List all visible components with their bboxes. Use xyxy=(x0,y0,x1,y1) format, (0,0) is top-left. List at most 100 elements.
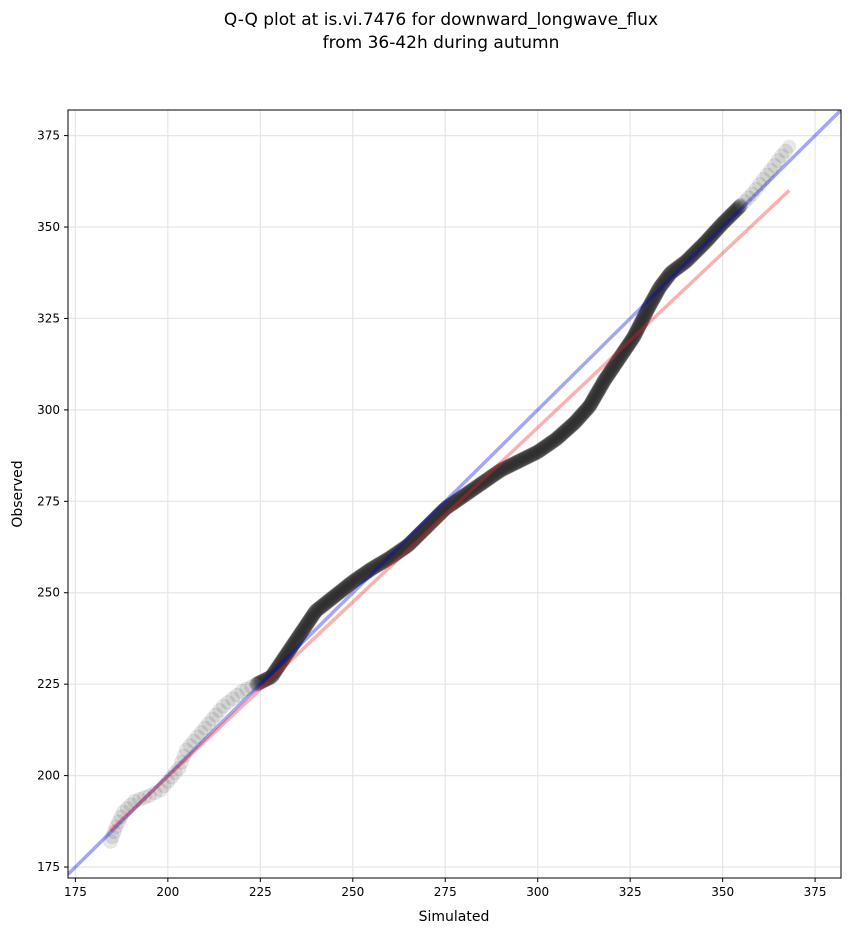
grid-lines xyxy=(68,110,841,878)
quantile-point xyxy=(658,271,674,287)
quantile-point xyxy=(584,394,600,410)
quantile-point xyxy=(447,494,463,510)
quantile-point xyxy=(627,327,643,343)
quantile-point xyxy=(532,442,548,458)
quantile-point xyxy=(310,601,326,617)
quantile-point xyxy=(647,287,663,303)
quantile-point xyxy=(305,608,321,624)
quantile-point xyxy=(614,347,630,363)
quantile-point xyxy=(560,420,576,436)
quantile-point xyxy=(609,354,625,370)
quantile-point xyxy=(609,353,625,369)
quantile-point xyxy=(342,576,358,592)
quantile-point xyxy=(632,317,648,333)
quantile-point xyxy=(741,190,757,206)
quantile-point xyxy=(546,433,562,449)
x-tick-label: 225 xyxy=(249,885,272,899)
quantile-point xyxy=(638,305,654,321)
quantile-point xyxy=(399,538,415,554)
quantile-point xyxy=(737,193,753,209)
quantile-point xyxy=(316,597,332,613)
quantile-point xyxy=(387,547,403,563)
y-tick-label: 275 xyxy=(37,494,60,508)
quantile-point xyxy=(679,253,695,269)
quantile-point xyxy=(577,404,593,420)
quantile-point xyxy=(448,493,464,509)
quantile-point xyxy=(605,360,621,376)
quantile-point xyxy=(266,665,282,681)
quantile-point xyxy=(589,385,605,401)
quantile-point xyxy=(554,426,570,442)
quantile-point xyxy=(263,669,279,685)
quantile-point xyxy=(344,575,360,591)
quantile-point xyxy=(425,512,441,528)
quantile-point xyxy=(415,522,431,538)
quantile-point xyxy=(366,559,382,575)
quantile-point xyxy=(442,497,458,513)
quantile-point xyxy=(625,330,641,346)
quantile-point xyxy=(585,392,601,408)
quantile-point xyxy=(503,457,519,473)
quantile-point xyxy=(540,437,556,453)
quantile-point xyxy=(419,519,435,535)
quantile-point xyxy=(541,436,557,452)
quantile-point xyxy=(443,496,459,512)
quantile-point xyxy=(706,224,722,240)
quantile-point xyxy=(254,674,270,690)
quantile-point xyxy=(268,663,284,679)
quantile-point xyxy=(630,321,646,337)
quantile-point xyxy=(701,230,717,246)
quantile-point xyxy=(528,445,544,461)
quantile-point xyxy=(441,498,457,514)
quantile-point xyxy=(193,724,209,740)
quantile-point xyxy=(244,679,260,695)
quantile-point xyxy=(417,521,433,537)
quantile-point xyxy=(569,412,585,428)
quantile-point xyxy=(697,234,713,250)
quantile-point xyxy=(474,475,490,491)
quantile-point xyxy=(459,485,475,501)
quantile-point xyxy=(593,379,609,395)
quantile-point xyxy=(282,641,298,657)
quantile-point xyxy=(598,370,614,386)
quantile-point xyxy=(407,531,423,547)
quantile-point xyxy=(650,282,666,298)
y-tick-label: 250 xyxy=(37,586,60,600)
quantile-point xyxy=(411,526,427,542)
quantile-point xyxy=(483,469,499,485)
quantile-point xyxy=(594,376,610,392)
quantile-point xyxy=(708,222,724,238)
quantile-point xyxy=(469,478,485,494)
quantile-point xyxy=(553,427,569,443)
quantile-point xyxy=(680,252,696,268)
quantile-point xyxy=(619,338,635,354)
quantile-point xyxy=(648,286,664,302)
quantile-point xyxy=(651,281,667,297)
quantile-points xyxy=(103,139,797,849)
quantile-point xyxy=(250,676,266,692)
quantile-point xyxy=(505,456,521,472)
quantile-point xyxy=(728,202,744,218)
quantile-point xyxy=(667,262,683,278)
quantile-point xyxy=(484,468,500,484)
quantile-point xyxy=(536,440,552,456)
quantile-point xyxy=(663,265,679,281)
quantile-point xyxy=(550,429,566,445)
fit-line xyxy=(109,189,791,832)
quantile-point xyxy=(461,484,477,500)
quantile-point xyxy=(307,604,323,620)
quantile-point xyxy=(527,445,543,461)
quantile-point xyxy=(286,636,302,652)
quantile-point xyxy=(537,439,553,455)
quantile-point xyxy=(136,790,152,806)
quantile-point xyxy=(401,536,417,552)
quantile-point xyxy=(555,425,571,441)
quantile-point xyxy=(664,264,680,280)
quantile-point xyxy=(592,380,608,396)
quantile-point xyxy=(629,322,645,338)
quantile-point xyxy=(607,357,623,373)
quantile-point xyxy=(289,631,305,647)
quantile-point xyxy=(358,564,374,580)
quantile-point xyxy=(707,223,723,239)
quantile-point xyxy=(384,548,400,564)
